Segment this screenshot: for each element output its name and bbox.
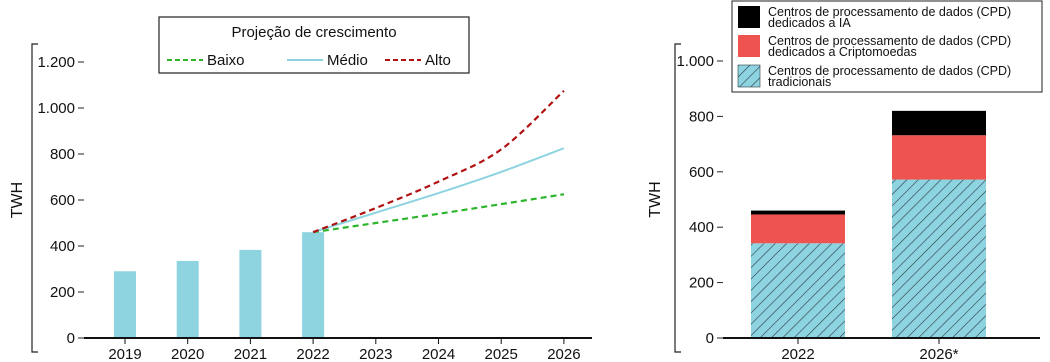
series-line-baixo (312, 193, 565, 234)
legend-label-line: tradicionais (768, 75, 831, 89)
series-line-médio (312, 147, 565, 234)
bar (176, 260, 199, 338)
y-tick-label: 800 (50, 146, 75, 163)
stacked-bar-segment (892, 179, 986, 338)
stacked-bar-segment (892, 135, 986, 180)
bar (239, 249, 262, 338)
x-tick-label: 2026* (919, 346, 958, 362)
left-chart: TWH 0 200 400 600 800 1.000 1.200 2019 2020 2021 20… (9, 16, 592, 362)
legend-label-line: Centros de processamento de dados (CPD) (768, 64, 1011, 78)
x-tick-label: 2021 (234, 346, 267, 362)
y-tick-label: 0 (67, 330, 75, 347)
legend-label-line: Centros de processamento de dados (CPD) (768, 34, 1011, 48)
legend-label-line: dedicados a IA (768, 16, 851, 30)
legend-swatch (738, 6, 760, 28)
legend: Projeção de crescimento Baixo Médio Alto (158, 16, 470, 74)
y-axis-label: TWH (9, 182, 26, 218)
y-tick-label: 200 (50, 284, 75, 301)
y-tick-label: 1.200 (37, 54, 75, 71)
y-tick-label: 1.000 (37, 100, 75, 117)
y-tick-label: 200 (689, 275, 714, 292)
x-tick-label: 2022 (296, 346, 329, 362)
y-axis-bracket (674, 43, 681, 353)
legend-swatch (737, 64, 761, 88)
x-tick-label: 2024 (422, 346, 455, 362)
series-line-alto (312, 89, 565, 234)
x-tick-label: 2019 (108, 346, 141, 362)
y-axis-bracket (31, 43, 38, 353)
stacked-bar-segment (751, 243, 845, 338)
stacked-bar-segment (751, 210, 845, 215)
bar (302, 232, 325, 338)
legend-box (158, 16, 470, 74)
y-tick-label: 600 (50, 192, 75, 209)
y-tick-label: 400 (50, 238, 75, 255)
x-tick-label: 2026 (547, 346, 580, 362)
legend-label-baixo: Baixo (207, 52, 245, 69)
legend-swatch (738, 35, 760, 57)
stacked-bar-segment (751, 214, 845, 244)
x-tick-label: 2025 (485, 346, 518, 362)
x-tick-label: 2020 (171, 346, 204, 362)
y-tick-label: 1.000 (676, 53, 714, 70)
legend-label-médio: Médio (327, 52, 368, 69)
y-axis-label: TWH (647, 181, 664, 217)
legend-label-alto: Alto (425, 52, 451, 69)
y-tick-label: 0 (706, 330, 714, 347)
legend-box (731, 0, 1043, 93)
y-tick-label: 800 (689, 108, 714, 125)
x-tick-label: 2023 (359, 346, 392, 362)
legend: Centros de processamento de dados (CPD)d… (731, 0, 1043, 93)
legend-title: Projeção de crescimento (231, 24, 396, 41)
legend-label-line: dedicados a Criptomoedas (768, 45, 917, 59)
bar (114, 271, 136, 338)
stacked-bar-segment (892, 110, 986, 136)
legend-label-line: Centros de processamento de dados (CPD) (768, 5, 1011, 19)
y-tick-label: 400 (689, 219, 714, 236)
y-tick-label: 600 (689, 164, 714, 181)
right-chart: TWH 0 200 400 600 800 1.000 2022 2026* Centros de… (647, 0, 1043, 362)
x-tick-label: 2022 (781, 346, 814, 362)
